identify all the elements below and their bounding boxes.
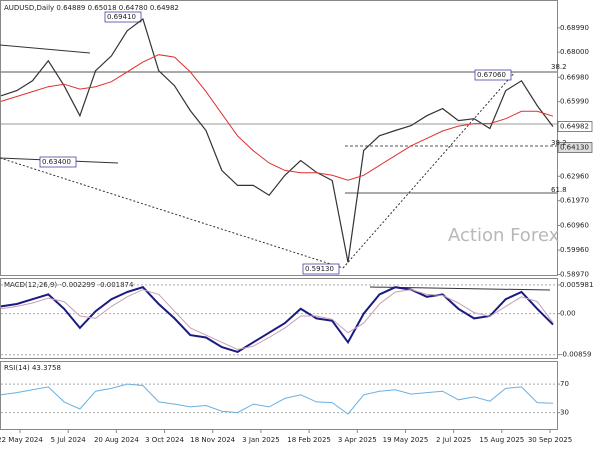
price-box xyxy=(557,142,593,153)
series-line xyxy=(0,54,554,181)
series-line xyxy=(0,383,554,415)
annotation-box xyxy=(302,263,340,275)
x-tick-label: 20 Aug 2024 xyxy=(94,436,139,444)
annotation: 0.59130 xyxy=(305,265,334,273)
x-tick-label: 3 Jan 2025 xyxy=(242,436,280,444)
y-tick-label: 0.66980 xyxy=(560,73,589,81)
price-label: 0.64130 xyxy=(560,143,589,151)
macd-panel xyxy=(0,278,558,359)
annotation-box xyxy=(474,69,512,81)
price-label: 0.64982 xyxy=(560,123,589,131)
x-tick-label: 18 Feb 2025 xyxy=(287,436,331,444)
y-tick-label: 0.005981 xyxy=(560,281,593,289)
x-tick-label: 2 Jul 2025 xyxy=(436,436,471,444)
chart-title: AUDUSD,Daily 0.64889 0.65018 0.64780 0.6… xyxy=(4,4,179,12)
x-tick-label: 3 Oct 2024 xyxy=(145,436,184,444)
annotation: 38.2 xyxy=(551,63,567,71)
y-tick-label: 0.68990 xyxy=(560,24,589,32)
series-line xyxy=(0,289,554,351)
rsi-panel xyxy=(0,361,558,430)
trendline xyxy=(0,157,344,269)
trendline xyxy=(0,44,91,54)
watermark: Action Forex xyxy=(448,225,560,246)
y-tick-label: 0.00 xyxy=(560,310,576,318)
y-tick-label: 0.59960 xyxy=(560,246,589,254)
annotation: 0.69410 xyxy=(107,13,136,21)
x-tick-label: 19 May 2025 xyxy=(383,436,429,444)
y-tick-label: 0.68000 xyxy=(560,48,589,56)
annotation: 0.63400 xyxy=(42,158,71,166)
rsi-label: RSI(14) 43.3758 xyxy=(4,364,61,372)
y-tick-label: 30 xyxy=(560,409,569,417)
x-tick-label: 5 Jul 2024 xyxy=(51,436,87,444)
y-tick-label: 0.62960 xyxy=(560,172,589,180)
y-tick-label: 70 xyxy=(560,380,569,388)
y-tick-label: 0.65990 xyxy=(560,98,589,106)
annotation-box xyxy=(104,11,142,23)
annotation-box xyxy=(39,156,77,168)
trendline xyxy=(342,71,516,269)
y-tick-label: 0.58970 xyxy=(560,271,589,279)
price-box xyxy=(557,121,593,132)
annotation: 0.67060 xyxy=(477,71,506,79)
series-line xyxy=(0,18,554,263)
x-tick-label: 30 Sep 2025 xyxy=(528,436,572,444)
y-tick-label: 0.60960 xyxy=(560,222,589,230)
series-line xyxy=(0,286,554,353)
x-tick-label: 15 Aug 2025 xyxy=(479,436,524,444)
y-tick-label: 0.61970 xyxy=(560,197,589,205)
x-tick-label: 3 Apr 2025 xyxy=(338,436,377,444)
x-tick-label: 18 Nov 2024 xyxy=(190,436,235,444)
price-panel xyxy=(0,0,558,276)
annotation: 38.2 xyxy=(551,139,567,147)
x-tick-label: 22 May 2024 xyxy=(0,436,43,444)
annotation: 61.8 xyxy=(551,186,567,194)
y-tick-label: -0.00859 xyxy=(560,351,591,359)
